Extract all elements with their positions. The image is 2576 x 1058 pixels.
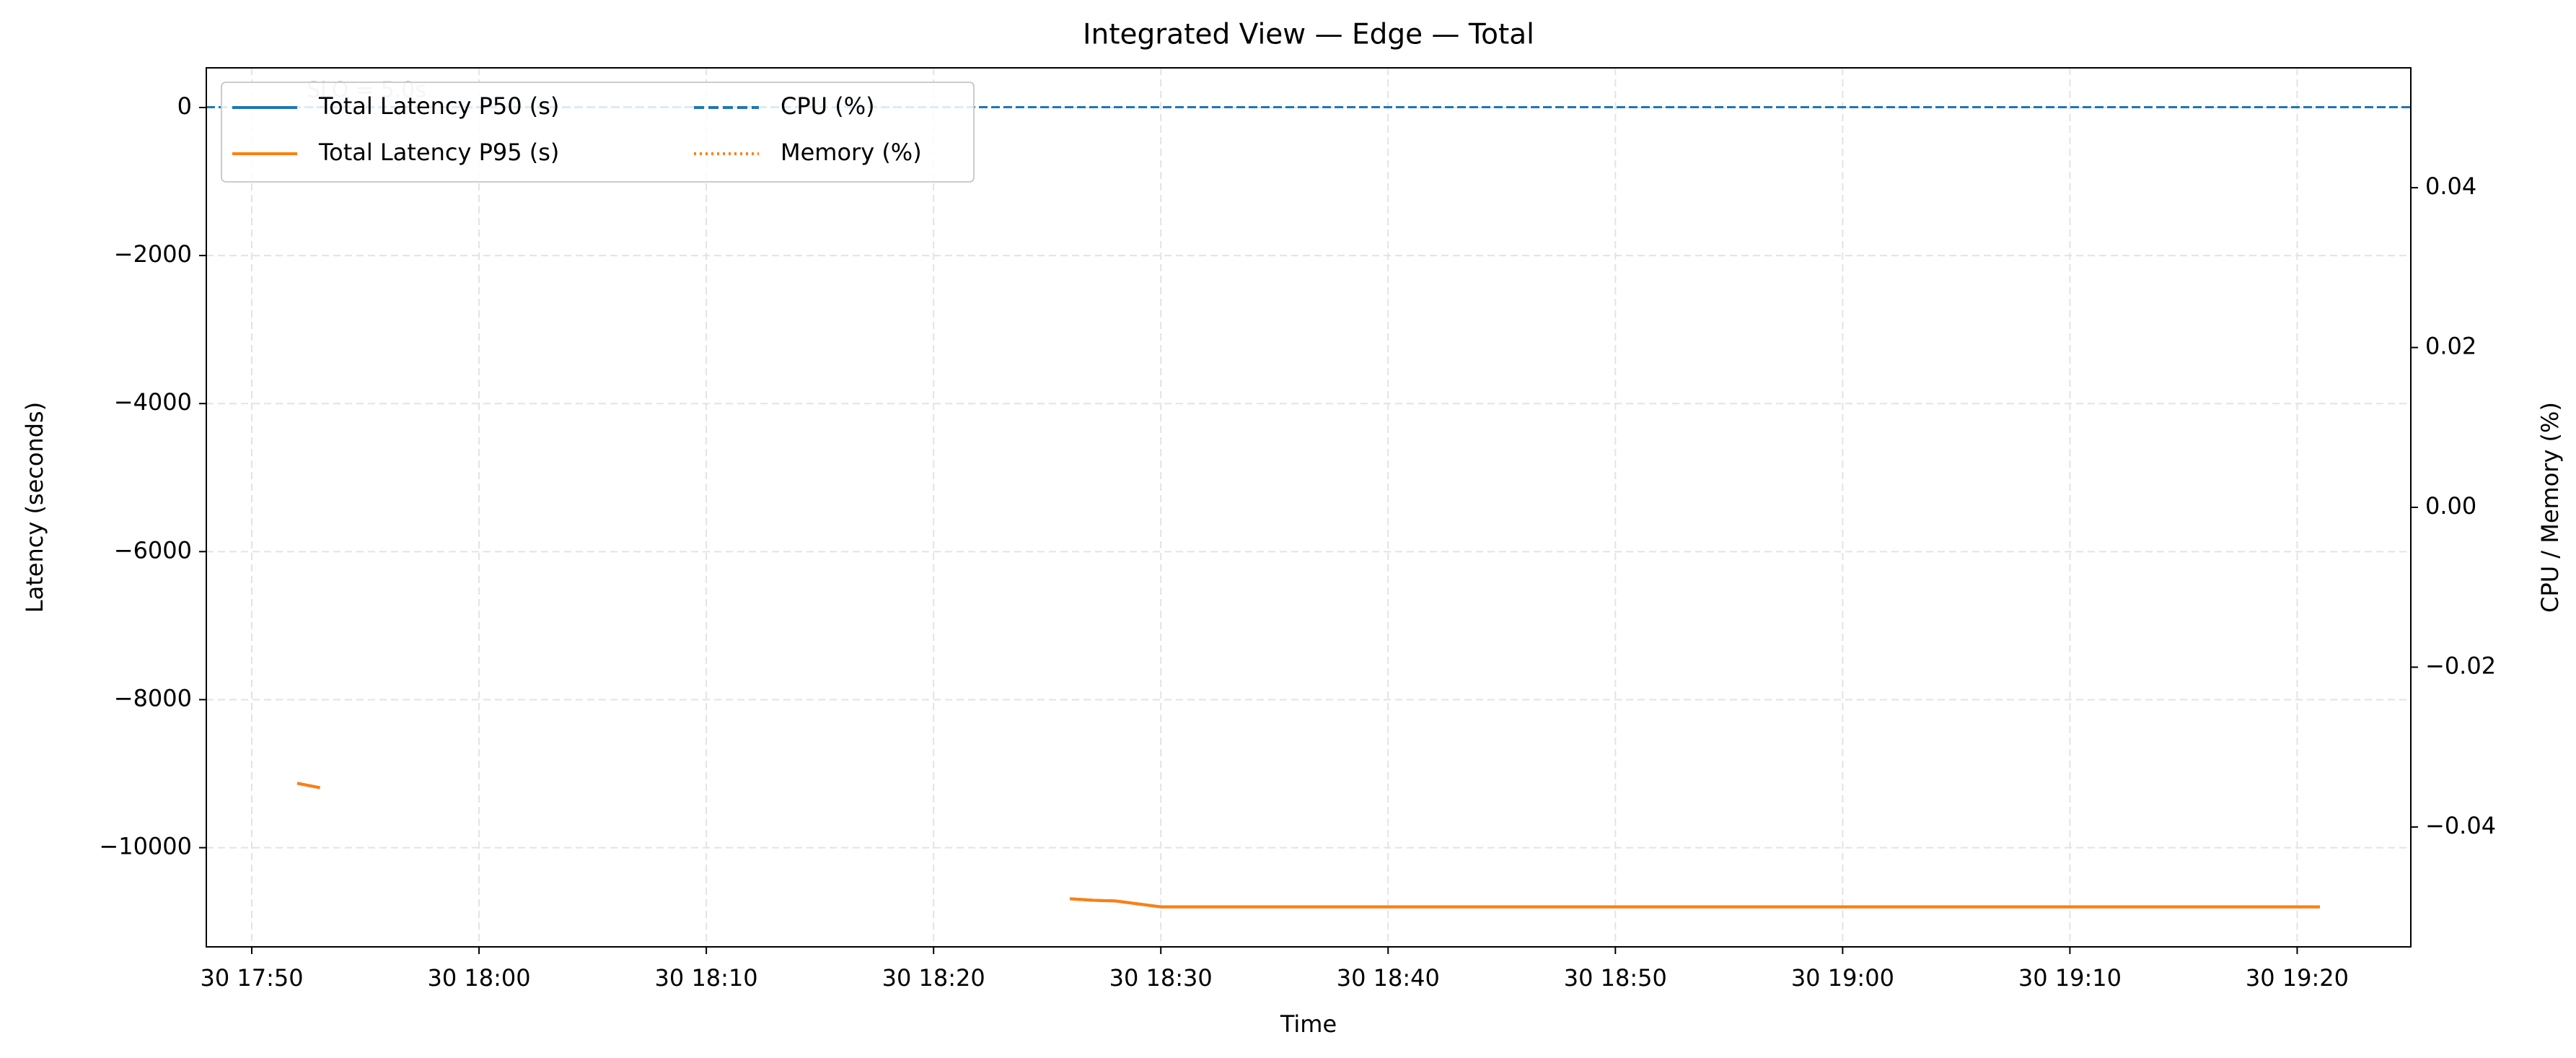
legend: Total Latency P50 (s) Total Latency P95 (… — [221, 82, 975, 183]
legend-label: Total Latency P50 (s) — [318, 92, 559, 120]
x-tick-label: 30 18:10 — [655, 964, 758, 992]
y2-tick-label: −0.04 — [2425, 812, 2496, 839]
x-tick-label: 30 17:50 — [200, 964, 303, 992]
y-tick-label: −10000 — [99, 833, 192, 860]
y2-tick-label: 0.04 — [2425, 172, 2476, 200]
x-tick-label: 30 19:10 — [2018, 964, 2122, 992]
chart-title: Integrated View — Edge — Total — [1083, 19, 1534, 51]
y-tick-label: −6000 — [114, 536, 192, 564]
x-tick-label: 30 19:20 — [2246, 964, 2349, 992]
y-tick-label: −4000 — [114, 388, 192, 416]
x-tick-label: 30 18:00 — [428, 964, 531, 992]
x-tick-label: 30 18:30 — [1109, 964, 1213, 992]
y2-axis-label: CPU / Memory (%) — [2536, 402, 2564, 613]
x-tick-label: 30 18:40 — [1337, 964, 1440, 992]
x-tick-label: 30 18:20 — [882, 964, 985, 992]
series-line — [1070, 897, 2320, 909]
legend-label: Memory (%) — [781, 139, 922, 166]
y2-tick-label: −0.02 — [2425, 652, 2496, 679]
y-tick-label: −2000 — [114, 240, 192, 268]
y2-tick-label: 0.02 — [2425, 333, 2476, 360]
y2-tick-label: 0.00 — [2425, 492, 2476, 520]
plot-frame — [206, 67, 2412, 948]
y-tick-label: −8000 — [114, 684, 192, 712]
legend-label: CPU (%) — [781, 92, 875, 120]
series-line — [296, 782, 320, 790]
x-axis-label: Time — [1280, 1010, 1337, 1038]
y-axis-label: Latency (seconds) — [21, 402, 48, 613]
y-tick-label: 0 — [177, 92, 192, 120]
legend-label: Total Latency P95 (s) — [318, 139, 559, 166]
x-tick-label: 30 19:00 — [1791, 964, 1894, 992]
legend-box — [221, 82, 975, 183]
x-tick-label: 30 18:50 — [1564, 964, 1667, 992]
